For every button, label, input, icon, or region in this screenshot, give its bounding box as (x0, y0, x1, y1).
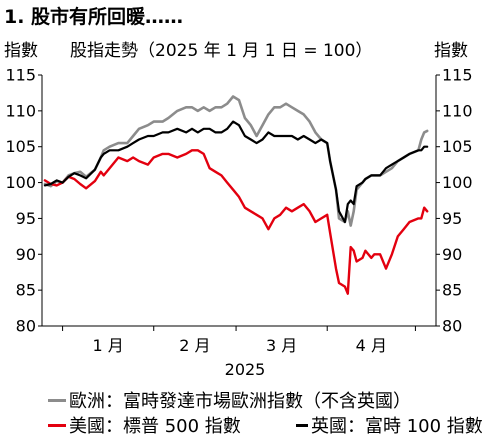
y-tick-label-right: 115 (442, 66, 473, 85)
series-line-uk (43, 120, 429, 224)
series-line-europe (43, 95, 429, 227)
x-tick-label: 4 月 (356, 336, 387, 355)
y-tick-label-right: 80 (442, 317, 462, 336)
y-tick-label-left: 100 (5, 173, 36, 192)
y-tick-label-left: 90 (16, 245, 36, 264)
y-tick-label-left: 110 (5, 101, 36, 120)
legend-swatch-us (48, 423, 66, 427)
x-axis-title: 2025 (225, 360, 266, 379)
legend-label-us: 美國：標普 500 指數 (69, 416, 241, 436)
legend-item-europe: 歐洲：富時發達市場歐洲指數（不含英國） (48, 389, 411, 411)
series-lines (43, 95, 429, 295)
y-tick-label-left: 105 (5, 137, 36, 156)
y-tick-label-right: 105 (442, 137, 473, 156)
series-line-us (43, 149, 429, 295)
y-tick-label-right: 90 (442, 245, 462, 264)
y-axis-label-left: 指數 (4, 41, 38, 61)
axes (38, 74, 440, 331)
x-tick-label: 1 月 (93, 336, 124, 355)
legend-label-uk: 英國：富時 100 指數 (311, 416, 482, 436)
axis-labels: 80 80 85 85 90 90 95 95 100 100 105 105 110 110 115 115… (5, 66, 472, 356)
y-tick-label-right: 110 (442, 101, 473, 120)
y-tick-label-left: 115 (5, 66, 36, 85)
legend-label-europe: 歐洲：富時發達市場歐洲指數（不含英國） (69, 391, 411, 411)
y-tick-label-right: 95 (442, 209, 462, 228)
legend-item-us: 美國：標普 500 指數 (48, 414, 241, 436)
legend-item-uk: 英國：富時 100 指數 (296, 414, 482, 436)
y-axis-label-right: 指數 (434, 41, 468, 61)
legend-swatch-uk (296, 423, 308, 427)
y-tick-label-left: 95 (16, 209, 36, 228)
chart-title: 1. 股市有所回暖…… (4, 6, 184, 28)
x-tick-label: 2 月 (179, 336, 210, 355)
x-tick-label: 3 月 (266, 336, 297, 355)
y-tick-label-right: 100 (442, 173, 473, 192)
chart-subtitle: 股指走勢（2025 年 1 月 1 日 = 100） (70, 41, 373, 61)
y-tick-label-left: 85 (16, 281, 36, 300)
y-tick-label-left: 80 (16, 317, 36, 336)
y-tick-label-right: 85 (442, 281, 462, 300)
legend-swatch-europe (48, 398, 66, 402)
